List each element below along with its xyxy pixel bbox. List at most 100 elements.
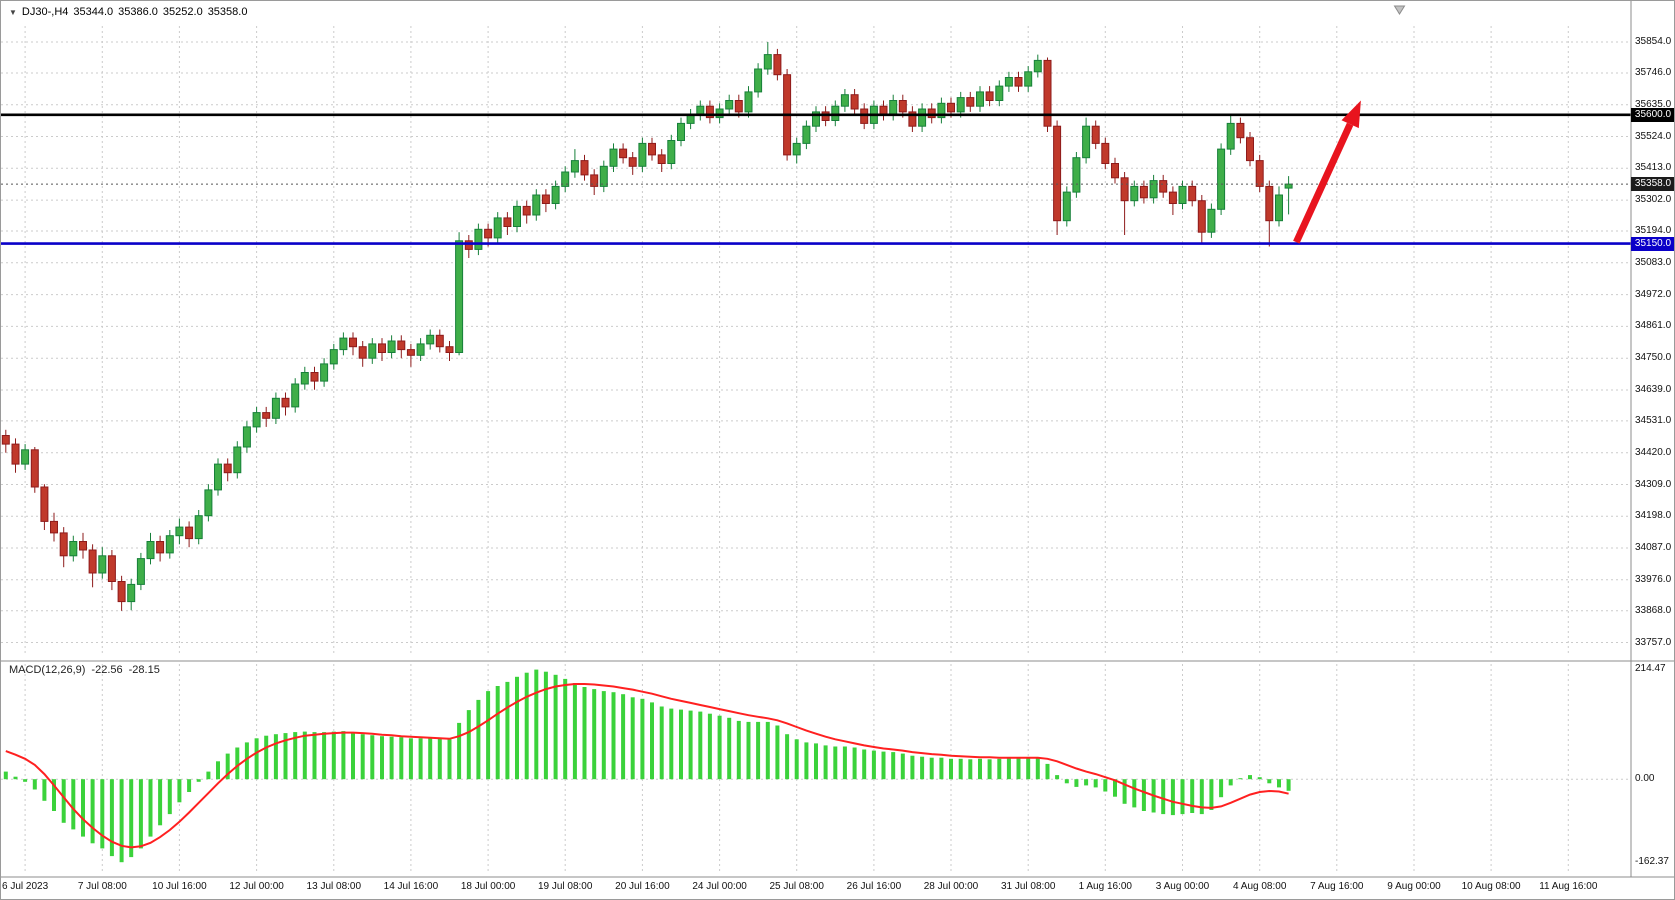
macd-bar — [814, 743, 818, 780]
price-axis-label: 34531.0 — [1635, 414, 1672, 426]
candle-body — [667, 140, 676, 164]
time-axis-label: 6 Jul 2023 — [2, 881, 49, 892]
candle-body — [464, 240, 473, 250]
time-axis-label: 14 Jul 16:00 — [383, 881, 439, 892]
candle-body — [30, 449, 39, 488]
candle-body — [358, 346, 367, 359]
macd-bar — [225, 753, 230, 780]
candle-body — [291, 383, 300, 408]
macd-bar — [1257, 777, 1262, 780]
candle-body — [908, 111, 917, 127]
time-axis[interactable]: 6 Jul 2023 7 Jul 08:00 10 Jul 16:00 12 Jul … — [1, 877, 1674, 899]
candle-body — [1139, 185, 1148, 199]
macd-bar — [100, 779, 105, 849]
price-axis[interactable]: 35854.0 35746.0 35635.0 35524.0 35413.0 35302… — [1631, 1, 1674, 877]
macd-bar — [283, 733, 288, 780]
macd-bar — [119, 779, 124, 863]
macd-main-value: -22.56 — [91, 664, 123, 676]
time-axis-label: 4 Aug 08:00 — [1232, 881, 1287, 892]
candle-body — [11, 443, 20, 465]
macd-bar — [910, 755, 915, 780]
macd-bar — [707, 713, 712, 780]
macd-bar — [148, 779, 153, 837]
candle-body — [1024, 71, 1033, 87]
time-axis-label: 13 Jul 08:00 — [306, 881, 362, 892]
candle-body — [1072, 157, 1081, 193]
macd-bar — [534, 669, 539, 780]
symbol-dropdown-icon[interactable]: ▼ — [9, 8, 17, 17]
macd-bar — [42, 779, 47, 801]
time-axis-label: 19 Jul 08:00 — [537, 881, 593, 892]
macd-bar — [322, 732, 327, 780]
macd-bar — [1045, 763, 1050, 780]
candle-body — [1168, 191, 1177, 205]
macd-bar — [351, 732, 355, 780]
candle-body — [127, 583, 136, 603]
candle-body — [329, 349, 338, 365]
candle-body — [918, 108, 927, 127]
candle-body — [966, 97, 975, 107]
macd-bar — [842, 746, 847, 780]
candle-body — [156, 541, 165, 554]
macd-bar — [216, 761, 220, 780]
candles — [1, 42, 1293, 611]
macd-bar — [32, 779, 37, 790]
macd-bar — [341, 731, 346, 780]
candle-body — [194, 515, 203, 540]
macd-bar — [958, 758, 963, 780]
macd-bar — [1267, 779, 1272, 784]
macd-histogram — [3, 669, 1291, 863]
macd-bar — [1026, 757, 1031, 780]
candle-body — [493, 217, 502, 239]
macd-bar — [476, 699, 481, 780]
ohlc-high-value: 35386.0 — [118, 6, 158, 18]
macd-bar — [563, 678, 568, 780]
macd-bar — [621, 694, 626, 780]
time-axis-label: 12 Jul 00:00 — [229, 881, 284, 892]
candle-body — [435, 334, 444, 348]
candle-body — [590, 174, 599, 187]
candle-body — [840, 94, 849, 107]
macd-bar — [997, 758, 1002, 780]
macd-bar — [360, 734, 365, 780]
macd-bar — [611, 692, 616, 780]
support-price-badge: 35150.0 — [1631, 236, 1674, 251]
macd-bar — [679, 709, 683, 780]
macd-bar — [1286, 779, 1291, 791]
macd-signal-value: -28.15 — [128, 664, 160, 676]
candle-body — [1004, 77, 1013, 87]
candle-body — [242, 426, 251, 448]
ohlc-close-value: 35358.0 — [207, 6, 248, 18]
candle-body — [1101, 142, 1110, 164]
candle-body — [387, 340, 396, 353]
candle-body — [474, 228, 483, 250]
candle-body — [252, 412, 261, 428]
macd-bar — [891, 752, 896, 780]
candle-body — [541, 194, 550, 204]
candle-body — [754, 68, 763, 93]
macd-bar — [302, 731, 307, 780]
price-axis-label: 34750.0 — [1635, 352, 1672, 364]
trend-arrow[interactable] — [1293, 100, 1361, 244]
macd-bar — [939, 757, 944, 780]
price-axis-label: 35194.0 — [1635, 225, 1672, 236]
candle-body — [532, 194, 541, 216]
candle-body — [1178, 185, 1187, 204]
macd-bar — [81, 779, 85, 837]
time-axis-label: 26 Jul 16:00 — [846, 881, 902, 892]
time-axis-label: 3 Aug 00:00 — [1155, 881, 1210, 892]
candle-body — [725, 100, 734, 110]
candle-body — [812, 111, 820, 127]
price-axis-label: 34087.0 — [1635, 542, 1672, 553]
macd-bar — [380, 736, 384, 780]
candle-body — [561, 171, 570, 187]
time-axis-label: 11 Aug 16:00 — [1539, 881, 1598, 892]
candle-body — [734, 100, 743, 113]
candle-body — [50, 520, 58, 534]
time-axis-label: 28 Jul 00:00 — [923, 881, 979, 892]
macd-bar — [399, 737, 404, 780]
time-axis-label: 7 Aug 16:00 — [1310, 881, 1364, 892]
candle-body — [349, 337, 357, 348]
candle-body — [1062, 191, 1071, 222]
